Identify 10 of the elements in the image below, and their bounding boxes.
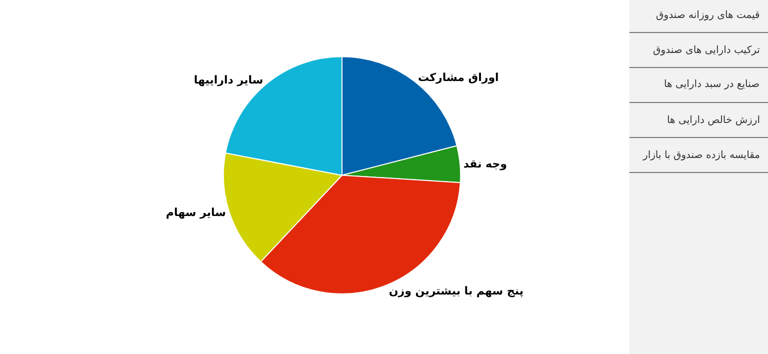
slice-label: وجه نقد <box>463 158 508 171</box>
slice-label: سایر سهام <box>166 206 226 219</box>
text: ارزش خالص دارایی ها <box>667 115 760 126</box>
slice-label: پنج سهم با بیشترین وزن <box>388 284 524 298</box>
text: ترکیب دارایی های صندوق <box>653 45 760 56</box>
slice-label: سایر داراییها <box>194 73 264 86</box>
text: مقایسه بازده صندوق با بازار <box>642 150 760 161</box>
text: صنایع در سبد دارایی ها <box>664 79 760 90</box>
text: قیمت های روزانه صندوق <box>656 10 760 21</box>
slice-label: اوراق مشارکت <box>418 70 499 84</box>
